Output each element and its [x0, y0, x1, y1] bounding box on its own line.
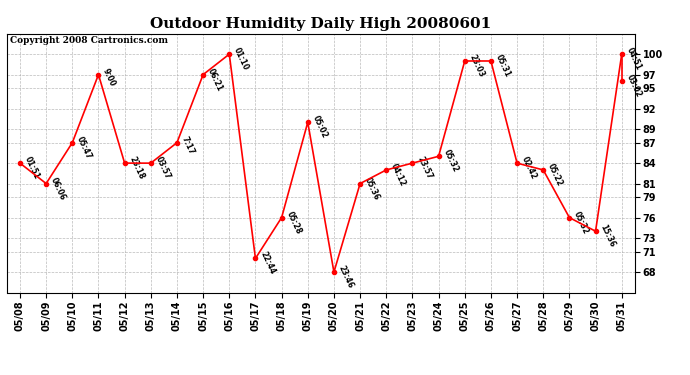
- Text: Copyright 2008 Cartronics.com: Copyright 2008 Cartronics.com: [10, 36, 168, 45]
- Text: 05:32: 05:32: [572, 210, 591, 235]
- Text: 06:21: 06:21: [206, 67, 224, 92]
- Text: 01:10: 01:10: [232, 46, 250, 72]
- Text: 05:28: 05:28: [284, 210, 303, 235]
- Text: 05:31: 05:31: [493, 53, 512, 79]
- Text: 05:32: 05:32: [442, 148, 460, 174]
- Text: 05:47: 05:47: [75, 135, 93, 160]
- Text: 9:00: 9:00: [101, 67, 117, 87]
- Text: 23:57: 23:57: [415, 155, 433, 181]
- Text: 04:12: 04:12: [389, 162, 407, 188]
- Text: 15:36: 15:36: [598, 223, 617, 249]
- Text: 02:42: 02:42: [520, 155, 538, 181]
- Text: 04:51: 04:51: [624, 46, 643, 72]
- Text: 05:22: 05:22: [546, 162, 564, 188]
- Text: 01:51: 01:51: [23, 155, 41, 181]
- Text: 22:44: 22:44: [258, 251, 277, 276]
- Text: 03:02: 03:02: [624, 74, 643, 99]
- Text: 23:18: 23:18: [128, 155, 146, 181]
- Text: 03:57: 03:57: [154, 155, 172, 181]
- Text: 23:03: 23:03: [468, 53, 486, 79]
- Text: 05:02: 05:02: [310, 114, 329, 140]
- Text: 23:46: 23:46: [337, 264, 355, 290]
- Text: 7:17: 7:17: [179, 135, 196, 156]
- Text: 06:06: 06:06: [49, 176, 67, 201]
- Text: 05:36: 05:36: [363, 176, 381, 201]
- Title: Outdoor Humidity Daily High 20080601: Outdoor Humidity Daily High 20080601: [150, 17, 491, 31]
